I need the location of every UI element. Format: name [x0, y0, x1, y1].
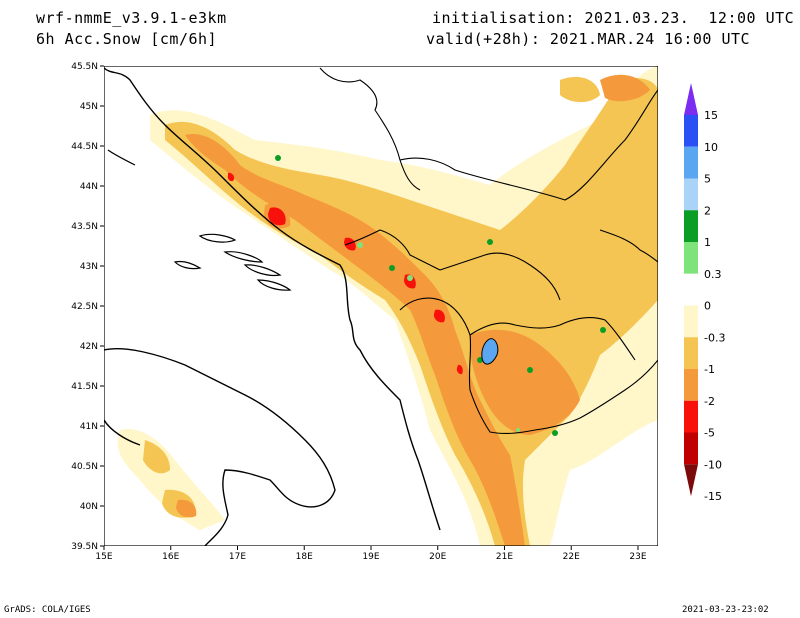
lat-label: 43.5N: [71, 222, 98, 232]
islands: [107, 149, 292, 291]
coastlines: [104, 67, 441, 546]
colorbar-bottom-arrow: [684, 464, 698, 497]
lon-label: 19E: [362, 552, 379, 562]
colorbar-segment: [684, 305, 698, 338]
colorbar-segment: [684, 273, 698, 306]
colorbar-segment: [684, 400, 698, 433]
colorbar-segment: [684, 242, 698, 274]
lat-label: 42.5N: [71, 302, 98, 312]
lat-label: 40.5N: [71, 462, 98, 472]
colorbar-top-arrow: [684, 83, 698, 115]
lat-label: 43N: [80, 262, 98, 272]
footer-right: 2021-03-23-23:02: [682, 605, 769, 615]
lon-label: 16E: [162, 552, 179, 562]
lon-label: 22E: [563, 552, 580, 562]
lat-label: 45N: [80, 102, 98, 112]
lat-label: 45.5N: [71, 62, 98, 72]
colorbar-label: 0: [704, 300, 711, 313]
colorbar-segment: [684, 369, 698, 401]
colorbar-label: -15: [704, 490, 722, 503]
lat-label: 44N: [80, 182, 98, 192]
snow-band-red: [227, 172, 463, 375]
colorbar-label: -10: [704, 458, 722, 471]
colorbar-segment: [684, 337, 698, 369]
colorbar-label: -2: [704, 395, 715, 408]
colorbar-segment: [684, 210, 698, 242]
colorbar-segment: [684, 115, 698, 147]
lat-label: 41.5N: [71, 382, 98, 392]
lat-label: 39.5N: [71, 542, 98, 552]
footer-left: GrADS: COLA/IGES: [4, 605, 91, 615]
colorbar-label: 0.3: [704, 268, 722, 281]
country-borders: [319, 67, 658, 435]
colorbar-segment: [684, 178, 698, 211]
colorbar-label: 15: [704, 109, 718, 122]
colorbar-label: 10: [704, 141, 718, 154]
lake-ohrid: [481, 338, 499, 365]
colorbar-label: 2: [704, 204, 711, 217]
model-title: wrf-nmmE_v3.9.1-e3km: [36, 9, 227, 27]
lon-label: 20E: [429, 552, 446, 562]
lon-label: 15E: [95, 552, 112, 562]
colorbar: 15 10 5 2 1 0.3 0 -0.3 -1 -2 -5 -10 -15: [684, 83, 725, 503]
colorbar-label: -5: [704, 427, 715, 440]
lat-label: 41N: [80, 422, 98, 432]
lat-label: 40N: [80, 502, 98, 512]
snow-band-green: [275, 155, 606, 436]
lon-label: 21E: [496, 552, 513, 562]
colorbar-label: 1: [704, 236, 711, 249]
lon-label: 23E: [629, 552, 646, 562]
init-time: initialisation: 2021.03.23. 12:00 UTC: [432, 9, 795, 27]
valid-time: valid(+28h): 2021.MAR.24 16:00 UTC: [426, 30, 751, 48]
lon-label: 18E: [296, 552, 313, 562]
colorbar-segment: [684, 432, 698, 465]
lat-label: 42N: [80, 342, 98, 352]
colorbar-label: 5: [704, 173, 711, 186]
colorbar-label: -0.3: [704, 331, 725, 344]
map-axes: 45.5N 45N 44.5N 44N 43.5N 43N 42.5N 42N 41.5N 41N…: [71, 62, 647, 562]
lon-label: 17E: [229, 552, 246, 562]
map-plot-area: [104, 66, 658, 546]
colorbar-label: -1: [704, 363, 715, 376]
colorbar-segment: [684, 146, 698, 179]
field-title: 6h Acc.Snow [cm/6h]: [36, 30, 218, 48]
lat-label: 44.5N: [71, 142, 98, 152]
